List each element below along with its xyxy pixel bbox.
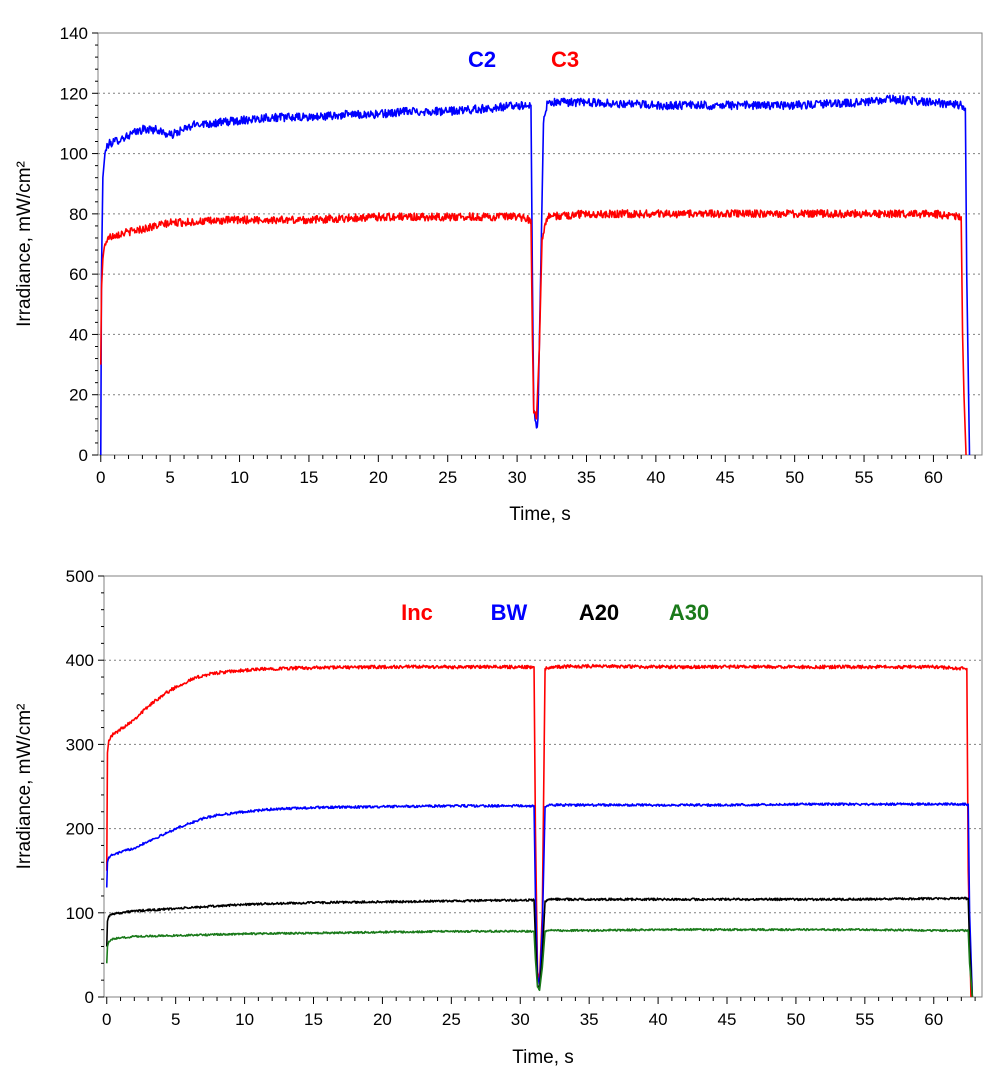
x-tick-label: 10 [230, 468, 249, 487]
x-tick-label: 5 [171, 1010, 180, 1029]
bottom-chart-panel: 0 100 200 300 400 500 0 5 10 15 20 25 30 35 40 45 50 55 60… [14, 567, 983, 1068]
y-tick-label: 120 [60, 84, 88, 103]
y-tick-label: 0 [85, 988, 94, 1007]
series-line-c2 [99, 94, 971, 456]
x-axis-title: Time, s [512, 1047, 574, 1068]
y-axis-title: Irradiance, mW/cm² [14, 161, 35, 327]
legend-label-bw: BW [491, 600, 528, 625]
legend-label-inc: Inc [401, 600, 433, 625]
legend-label-a20: A20 [579, 600, 619, 625]
y-tick-label: 200 [66, 820, 94, 839]
y-tick-label: 100 [66, 904, 94, 923]
x-tick-label: 50 [785, 468, 804, 487]
plot-frame [97, 32, 983, 456]
plot-frame [103, 575, 983, 998]
x-tick-label: 25 [438, 468, 457, 487]
x-tick-label: 20 [369, 468, 388, 487]
legend-label-c2: C2 [468, 47, 496, 72]
y-axis-title: Irradiance, mW/cm² [14, 704, 35, 870]
x-tick-label: 10 [235, 1010, 254, 1029]
x-tick-label: 45 [718, 1010, 737, 1029]
x-tick-label: 35 [580, 1010, 599, 1029]
x-tick-label: 0 [96, 468, 105, 487]
y-tick-label: 20 [69, 386, 88, 405]
x-tick-label: 45 [716, 468, 735, 487]
series-line-inc [105, 663, 972, 998]
y-tick-label: 80 [69, 205, 88, 224]
x-tick-label: 0 [102, 1010, 111, 1029]
x-tick-label: 55 [855, 1010, 874, 1029]
y-tick-label: 400 [66, 651, 94, 670]
legend-label-a30: A30 [669, 600, 709, 625]
y-tick-label: 40 [69, 325, 88, 344]
y-tick-label: 300 [66, 735, 94, 754]
y-tick-label: 60 [69, 265, 88, 284]
legend-label-c3: C3 [551, 47, 579, 72]
series-line-c3 [99, 209, 967, 456]
x-tick-label: 20 [373, 1010, 392, 1029]
x-tick-label: 55 [855, 468, 874, 487]
y-tick-label: 0 [79, 446, 88, 465]
y-tick-label: 100 [60, 145, 88, 164]
x-tick-label: 15 [299, 468, 318, 487]
series-line-a30 [105, 927, 974, 998]
y-tick-label: 500 [66, 567, 94, 586]
x-tick-label: 30 [508, 468, 527, 487]
x-tick-label: 50 [786, 1010, 805, 1029]
top-chart-panel: 0 20 40 60 80 100 120 140 0 5 10 15 20 25 30 35 40 45 50 55… [14, 24, 983, 525]
x-tick-label: 15 [304, 1010, 323, 1029]
x-tick-label: 25 [442, 1010, 461, 1029]
x-tick-label: 35 [577, 468, 596, 487]
x-tick-label: 5 [165, 468, 174, 487]
x-tick-label: 40 [646, 468, 665, 487]
x-tick-label: 60 [924, 468, 943, 487]
x-tick-label: 40 [649, 1010, 668, 1029]
x-tick-label: 30 [511, 1010, 530, 1029]
y-tick-label: 140 [60, 24, 88, 43]
x-axis-title: Time, s [509, 504, 571, 525]
series-line-bw [105, 802, 974, 998]
x-tick-label: 60 [924, 1010, 943, 1029]
